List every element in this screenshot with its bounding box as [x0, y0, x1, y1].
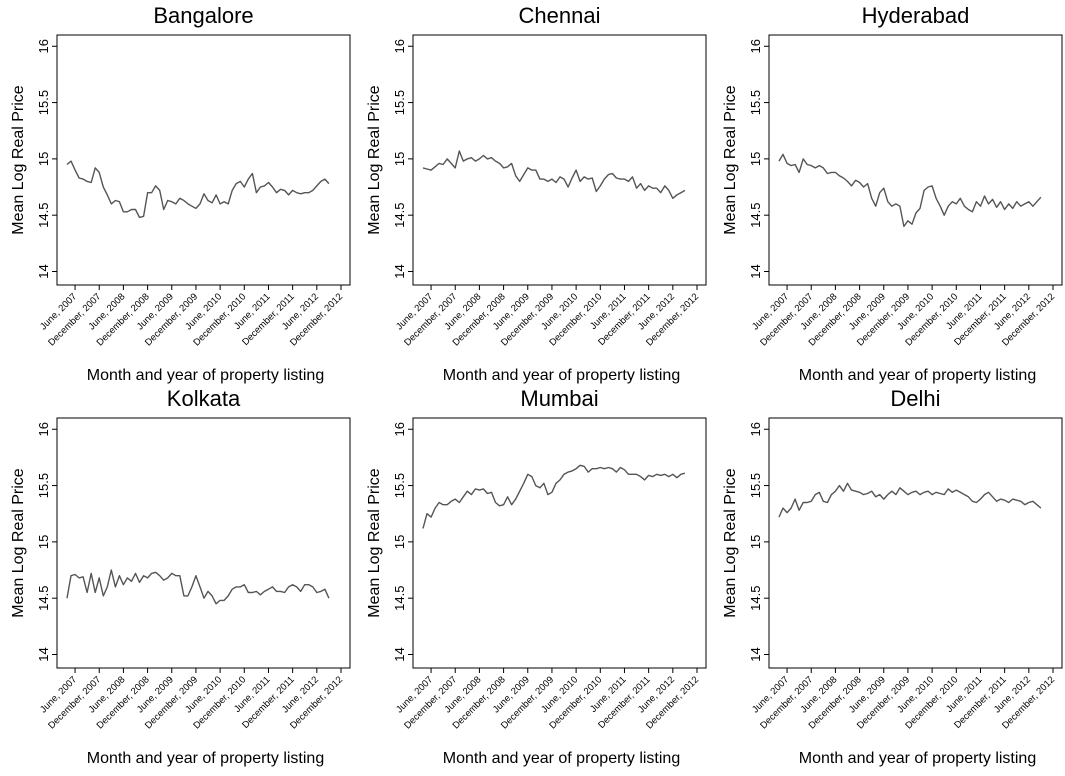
y-tick-label: 14.5: [748, 586, 763, 611]
y-tick-label: 16: [36, 422, 51, 436]
panel-title: Mumbai: [520, 386, 598, 411]
y-axis-label: Mean Log Real Price: [10, 85, 27, 235]
panel-title: Hyderabad: [862, 3, 970, 28]
y-axis-label: Mean Log Real Price: [366, 468, 383, 618]
y-tick-label: 14: [36, 264, 51, 278]
plot-frame: [768, 417, 1063, 669]
x-axis-label: Month and year of property listing: [443, 750, 680, 767]
y-tick-label: 14: [748, 647, 763, 661]
series-line: [422, 150, 686, 199]
y-axis-label: Mean Log Real Price: [722, 85, 739, 235]
y-tick-label: 16: [748, 422, 763, 436]
y-tick-label: 15: [748, 152, 763, 166]
y-tick-label: 14.5: [392, 203, 407, 228]
series-line: [66, 569, 330, 605]
y-axis-label: Mean Log Real Price: [10, 468, 27, 618]
y-tick-label: 16: [392, 422, 407, 436]
x-axis-label: Month and year of property listing: [799, 750, 1036, 767]
plot-frame: [768, 34, 1063, 286]
y-tick-label: 15.5: [392, 90, 407, 115]
y-tick-label: 15.5: [748, 473, 763, 498]
y-tick-label: 16: [36, 39, 51, 53]
panel-title: Delhi: [890, 386, 940, 411]
y-tick-label: 15: [392, 152, 407, 166]
y-axis-label: Mean Log Real Price: [722, 468, 739, 618]
panel-title: Bangalore: [153, 3, 253, 28]
series-line: [778, 153, 1042, 228]
y-tick-label: 14.5: [36, 203, 51, 228]
y-tick-label: 15: [392, 535, 407, 549]
y-tick-label: 15.5: [748, 90, 763, 115]
y-tick-label: 15: [748, 535, 763, 549]
x-axis-label: Month and year of property listing: [799, 367, 1036, 384]
y-tick-label: 14.5: [392, 586, 407, 611]
y-tick-label: 15.5: [392, 473, 407, 498]
x-axis-label: Month and year of property listing: [87, 750, 324, 767]
x-axis-label: Month and year of property listing: [87, 367, 324, 384]
plot-frame: [56, 34, 351, 286]
y-tick-label: 15: [36, 152, 51, 166]
series-line: [66, 160, 330, 219]
series-line: [422, 464, 686, 529]
plot-frame: [56, 417, 351, 669]
y-tick-label: 15.5: [36, 473, 51, 498]
y-tick-label: 15: [36, 535, 51, 549]
y-tick-label: 14: [36, 647, 51, 661]
series-line: [778, 482, 1042, 518]
panel-title: Kolkata: [167, 386, 241, 411]
y-axis-label: Mean Log Real Price: [366, 85, 383, 235]
y-tick-label: 14.5: [748, 203, 763, 228]
y-tick-label: 14: [392, 264, 407, 278]
y-tick-label: 14.5: [36, 586, 51, 611]
y-tick-label: 15.5: [36, 90, 51, 115]
plot-frame: [412, 34, 707, 286]
y-tick-label: 16: [748, 39, 763, 53]
y-tick-label: 16: [392, 39, 407, 53]
plot-frame: [412, 417, 707, 669]
y-tick-label: 14: [392, 647, 407, 661]
y-tick-label: 14: [748, 264, 763, 278]
panel-title: Chennai: [519, 3, 601, 28]
x-axis-label: Month and year of property listing: [443, 367, 680, 384]
